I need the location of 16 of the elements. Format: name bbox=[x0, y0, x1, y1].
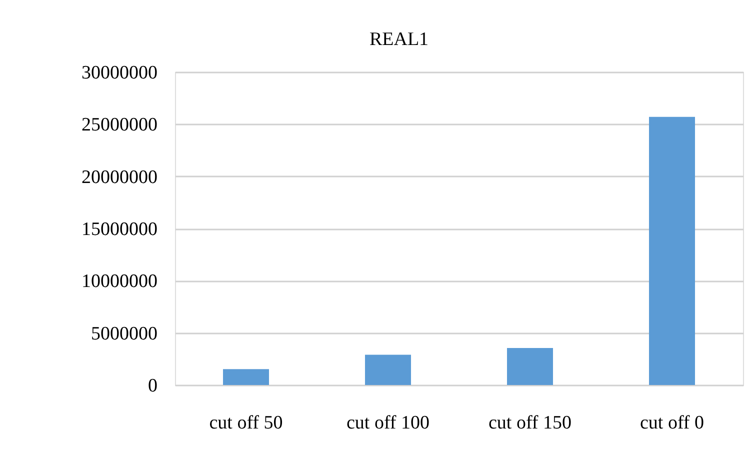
y-tick-label: 25000000 bbox=[82, 114, 158, 136]
y-tick-label: 15000000 bbox=[82, 219, 158, 240]
bar bbox=[223, 369, 269, 385]
y-tick-label: 10000000 bbox=[82, 271, 158, 292]
x-tick-label: cut off 150 bbox=[488, 412, 572, 434]
y-tick-label: 5000000 bbox=[91, 323, 158, 344]
y-tick-label: 20000000 bbox=[82, 166, 158, 188]
bar bbox=[365, 354, 411, 385]
y-tick-label: 0 bbox=[148, 376, 158, 396]
x-tick-label: cut off 0 bbox=[640, 412, 704, 434]
x-tick-label: cut off 50 bbox=[209, 412, 283, 434]
bar bbox=[507, 348, 553, 385]
chart-title: REAL1 bbox=[369, 29, 429, 50]
x-tick-label: cut off 100 bbox=[346, 412, 430, 434]
bar bbox=[649, 116, 695, 385]
y-tick-label: 30000000 bbox=[82, 62, 158, 84]
